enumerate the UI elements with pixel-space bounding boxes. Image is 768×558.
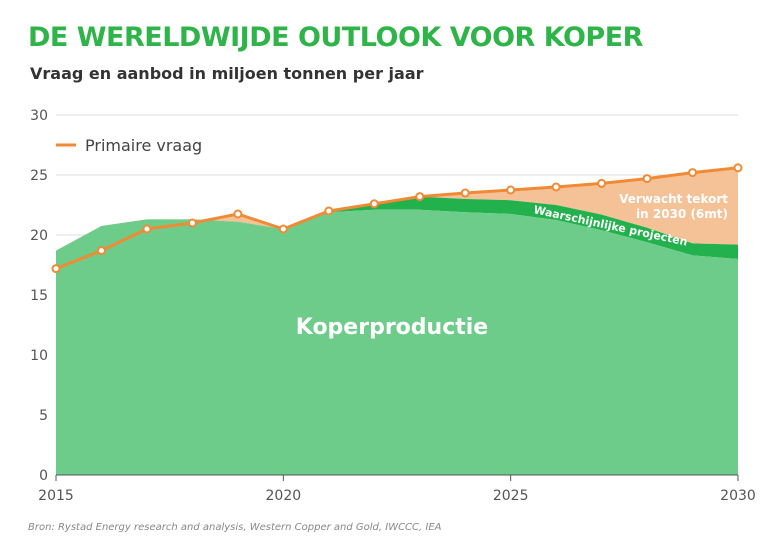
demand-point [324, 206, 334, 216]
demand-point [233, 209, 243, 219]
demand-point [369, 199, 379, 209]
demand-point [51, 264, 61, 274]
x-tick-label: 2025 [493, 488, 529, 504]
y-tick-label: 30 [30, 108, 48, 124]
demand-point [733, 163, 743, 173]
demand-point [642, 174, 652, 184]
y-tick-label: 5 [39, 408, 48, 424]
x-tick-label: 2030 [720, 488, 756, 504]
deficit-label: in 2030 (6mt) [636, 207, 728, 221]
deficit-label: Verwacht tekort [619, 192, 728, 206]
demand-point [278, 224, 288, 234]
demand-point [142, 224, 152, 234]
demand-point [506, 185, 516, 195]
demand-point [597, 178, 607, 188]
source-note: Bron: Rystad Energy research and analysi… [28, 522, 442, 533]
chart-title: DE WERELDWIJDE OUTLOOK VOOR KOPER [28, 22, 643, 53]
chart-subtitle: Vraag en aanbod in miljoen tonnen per ja… [30, 64, 424, 83]
projects-area [328, 196, 738, 259]
y-tick-label: 0 [39, 468, 48, 484]
demand-point [551, 182, 561, 192]
demand-point [415, 192, 425, 202]
x-tick-label: 2020 [266, 488, 302, 504]
x-tick-label: 2015 [38, 488, 74, 504]
y-tick-label: 20 [30, 228, 48, 244]
demand-point [96, 246, 106, 256]
demand-line [55, 166, 739, 270]
y-tick-label: 25 [30, 168, 48, 184]
production-area [56, 209, 738, 476]
deficit-area [56, 167, 738, 269]
legend-label: Primaire vraag [85, 136, 202, 155]
demand-point [187, 218, 197, 228]
y-tick-label: 15 [30, 288, 48, 304]
production-label: Koperproductie [296, 315, 488, 340]
demand-point [460, 188, 470, 198]
demand-point [688, 168, 698, 178]
y-tick-label: 10 [30, 348, 48, 364]
